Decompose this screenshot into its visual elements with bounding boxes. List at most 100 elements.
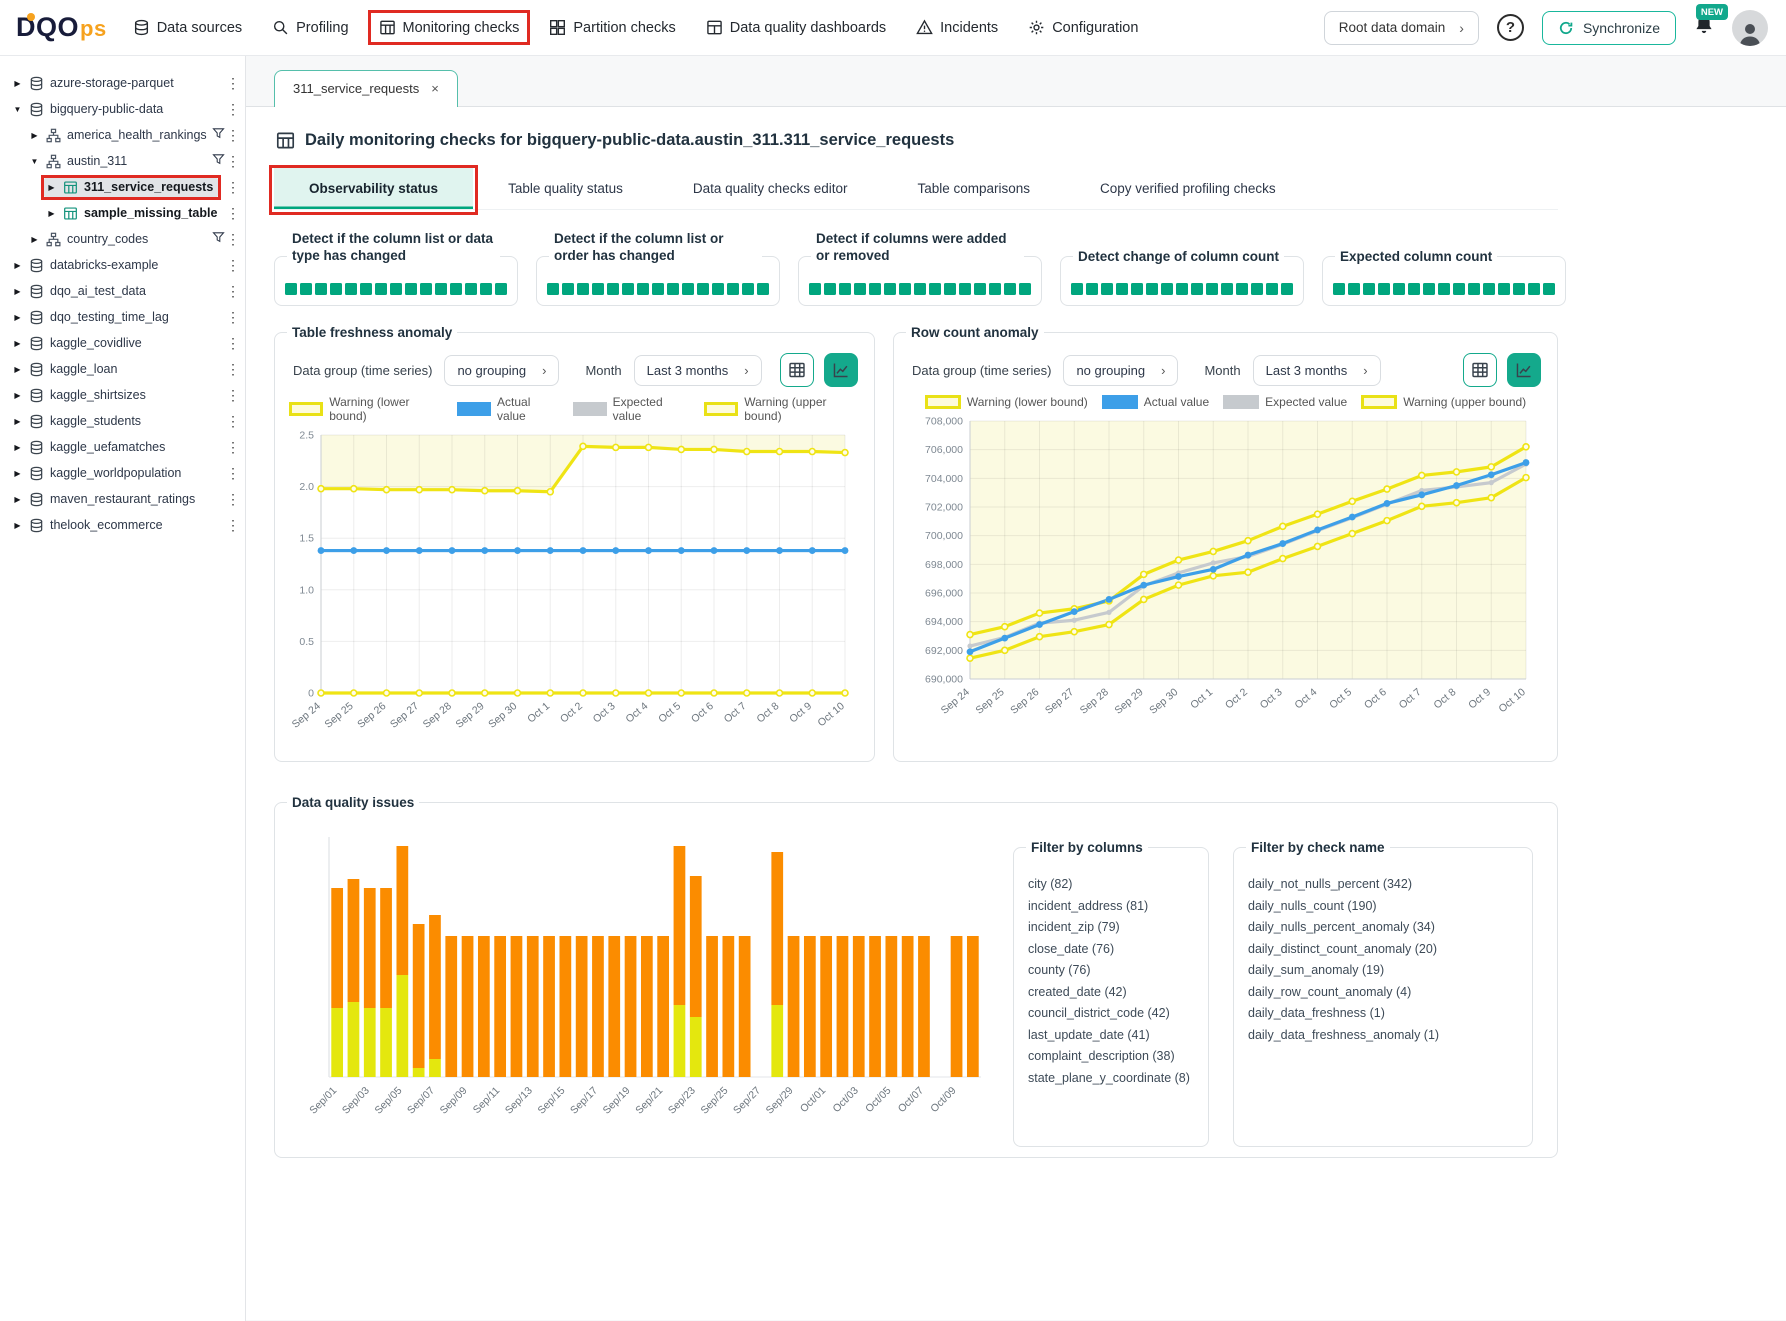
tree-item-inner[interactable]: ▶ dqo_testing_time_lag [10,308,174,327]
filter-column-state-plane-y-coordinate[interactable]: state_plane_y_coordinate (8) [1028,1070,1190,1085]
caret-down-icon[interactable]: ▼ [13,104,22,114]
tree-item-inner[interactable]: ▶ maven_restaurant_ratings [10,490,200,509]
filter-column-incident-address[interactable]: incident_address (81) [1028,898,1149,913]
tree-item-bigquery-public-data[interactable]: ▼ bigquery-public-data ⋮ [0,96,245,122]
nav-item-data-sources[interactable]: Data sources [133,19,242,36]
tree-item-dqo-testing-time-lag[interactable]: ▶ dqo_testing_time_lag ⋮ [0,304,245,330]
kebab-menu-icon[interactable]: ⋮ [226,256,240,273]
funnel-icon[interactable] [212,127,225,143]
caret-right-icon[interactable]: ▶ [14,78,21,88]
user-avatar[interactable] [1732,9,1768,46]
caret-right-icon[interactable]: ▶ [14,442,21,452]
filter-column-council-district-code[interactable]: council_district_code (42) [1028,1006,1170,1020]
tree-item-inner[interactable]: ▶ 311_service_requests [40,174,222,200]
kebab-menu-icon[interactable]: ⋮ [226,438,240,455]
filter-check-daily-not-nulls-percent[interactable]: daily_not_nulls_percent (342) [1248,877,1412,891]
nav-item-profiling[interactable]: Profiling [272,19,349,36]
kebab-menu-icon[interactable]: ⋮ [226,204,240,221]
chart-view-button[interactable] [824,353,858,387]
filter-check-daily-nulls-percent-anomaly[interactable]: daily_nulls_percent_anomaly (34) [1248,920,1435,934]
tree-item-inner[interactable]: ▼ bigquery-public-data [10,100,168,119]
tree-item-databricks-example[interactable]: ▶ databricks-example ⋮ [0,252,245,278]
kebab-menu-icon[interactable]: ⋮ [226,516,240,533]
subtab-table-quality-status[interactable]: Table quality status [508,181,623,196]
nav-item-partition-checks[interactable]: Partition checks [549,19,676,36]
tree-item-sample-missing-table[interactable]: ▶ sample_missing_table ⋮ [0,200,245,226]
month-range-select[interactable]: Last 3 months › [633,354,762,386]
tree-item-inner[interactable]: ▶ thelook_ecommerce [10,516,168,535]
filter-check-daily-sum-anomaly[interactable]: daily_sum_anomaly (19) [1248,963,1385,977]
nav-item-configuration[interactable]: Configuration [1028,19,1138,36]
month-range-select[interactable]: Last 3 months › [1252,354,1381,386]
filter-column-incident-zip[interactable]: incident_zip (79) [1028,920,1120,934]
filter-column-county[interactable]: county (76) [1028,963,1091,977]
tree-item-inner[interactable]: ▼ austin_311 [27,152,132,171]
caret-right-icon[interactable]: ▶ [14,468,21,478]
caret-right-icon[interactable]: ▶ [31,234,38,244]
subtab-data-quality-checks-editor[interactable]: Data quality checks editor [692,181,848,196]
tree-item-inner[interactable]: ▶ kaggle_covidlive [10,334,147,353]
tree-item-inner[interactable]: ▶ kaggle_loan [10,360,122,379]
subtab-table-comparisons[interactable]: Table comparisons [917,181,1031,196]
subtab-copy-verified-profiling-checks[interactable]: Copy verified profiling checks [1100,181,1276,196]
table-view-button[interactable] [1463,353,1497,387]
caret-right-icon[interactable]: ▶ [14,494,21,504]
filter-column-close-date[interactable]: close_date (76) [1028,941,1115,956]
caret-right-icon[interactable]: ▶ [14,364,21,374]
tree-item-inner[interactable]: ▶ databricks-example [10,256,163,275]
tree-item-kaggle-uefamatches[interactable]: ▶ kaggle_uefamatches ⋮ [0,434,245,460]
tree-item-kaggle-students[interactable]: ▶ kaggle_students ⋮ [0,408,245,434]
kebab-menu-icon[interactable]: ⋮ [226,412,240,429]
kebab-menu-icon[interactable]: ⋮ [226,334,240,351]
tree-item-kaggle-worldpopulation[interactable]: ▶ kaggle_worldpopulation ⋮ [0,460,245,486]
filter-column-complaint-description[interactable]: complaint_description (38) [1028,1049,1175,1063]
nav-item-monitoring-checks[interactable]: Monitoring checks [367,10,531,45]
caret-right-icon[interactable]: ▶ [31,130,38,140]
tab-311-service-requests[interactable]: 311_service_requests × [274,70,458,107]
tree-item-311-service-requests[interactable]: ▶ 311_service_requests ⋮ [0,174,245,200]
kebab-menu-icon[interactable]: ⋮ [226,464,240,481]
tree-item-austin-311[interactable]: ▼ austin_311 ⋮ [0,148,245,174]
caret-right-icon[interactable]: ▶ [48,208,55,218]
filter-check-daily-nulls-count[interactable]: daily_nulls_count (190) [1248,898,1377,913]
tree-item-kaggle-covidlive[interactable]: ▶ kaggle_covidlive ⋮ [0,330,245,356]
tree-item-kaggle-shirtsizes[interactable]: ▶ kaggle_shirtsizes ⋮ [0,382,245,408]
tree-item-dqo-ai-test-data[interactable]: ▶ dqo_ai_test_data ⋮ [0,278,245,304]
kebab-menu-icon[interactable]: ⋮ [226,308,240,325]
tree-item-kaggle-loan[interactable]: ▶ kaggle_loan ⋮ [0,356,245,382]
synchronize-button[interactable]: Synchronize [1541,10,1676,45]
filter-column-last-update-date[interactable]: last_update_date (41) [1028,1027,1150,1042]
tree-item-thelook-ecommerce[interactable]: ▶ thelook_ecommerce ⋮ [0,512,245,538]
kebab-menu-icon[interactable]: ⋮ [226,126,240,143]
funnel-icon[interactable] [212,231,225,247]
help-button[interactable]: ? [1496,14,1524,41]
kebab-menu-icon[interactable]: ⋮ [226,74,240,91]
tree-item-inner[interactable]: ▶ country_codes [27,230,153,249]
tree-item-inner[interactable]: ▶ kaggle_uefamatches [10,438,170,457]
filter-check-daily-row-count-anomaly[interactable]: daily_row_count_anomaly (4) [1248,984,1412,999]
filter-column-created-date[interactable]: created_date (42) [1028,984,1127,999]
kebab-menu-icon[interactable]: ⋮ [226,178,240,195]
filter-check-daily-data-freshness[interactable]: daily_data_freshness (1) [1248,1006,1385,1020]
tree-item-inner[interactable]: ▶ kaggle_students [10,412,146,431]
kebab-menu-icon[interactable]: ⋮ [226,360,240,377]
filter-check-daily-data-freshness-anomaly[interactable]: daily_data_freshness_anomaly (1) [1248,1027,1440,1042]
funnel-icon[interactable] [212,153,225,169]
caret-right-icon[interactable]: ▶ [14,390,21,400]
tree-item-inner[interactable]: ▶ kaggle_shirtsizes [10,386,151,405]
tree-item-maven-restaurant-ratings[interactable]: ▶ maven_restaurant_ratings ⋮ [0,486,245,512]
caret-right-icon[interactable]: ▶ [14,520,21,530]
tree-item-inner[interactable]: ▶ azure-storage-parquet [10,74,179,93]
kebab-menu-icon[interactable]: ⋮ [226,282,240,299]
data-group-select[interactable]: no grouping › [444,354,560,386]
chart-view-button[interactable] [1507,353,1541,387]
caret-right-icon[interactable]: ▶ [48,182,55,192]
subtab-observability-status[interactable]: Observability status [274,168,474,209]
tree-item-inner[interactable]: ▶ sample_missing_table [44,204,222,223]
filter-column-city[interactable]: city (82) [1028,877,1073,891]
tree-item-inner[interactable]: ▶ dqo_ai_test_data [10,282,151,301]
tree-item-inner[interactable]: ▶ america_health_rankings [27,126,212,145]
root-data-domain-button[interactable]: Root data domain › [1323,10,1479,45]
tree-item-inner[interactable]: ▶ kaggle_worldpopulation [10,464,186,483]
caret-right-icon[interactable]: ▶ [14,416,21,426]
